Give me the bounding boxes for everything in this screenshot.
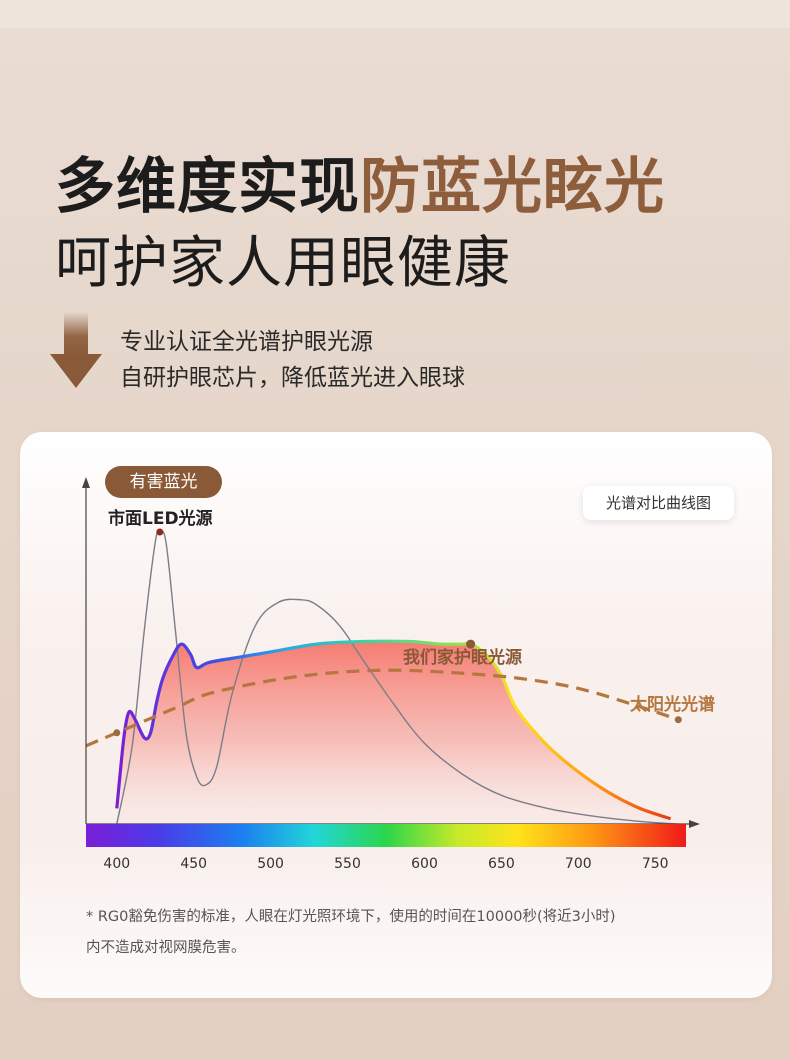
headline-line2: 呵护家人用眼健康 (55, 231, 511, 296)
x-tick-label: 700 (565, 856, 592, 872)
x-tick-label: 550 (334, 856, 361, 872)
y-axis-arrowhead (82, 477, 90, 488)
sun-series-label: 太阳光光谱 (630, 695, 715, 715)
chart-plot-area (85, 528, 682, 825)
headline-accent: 防蓝光眩光 (360, 152, 665, 222)
x-tick-label: 450 (180, 856, 207, 872)
chart-title-tag: 光谱对比曲线图 (583, 486, 734, 520)
ours-spectrum-area (116, 641, 671, 824)
x-tick-label: 600 (411, 856, 438, 872)
harmful-blue-light-badge: 有害蓝光 (105, 466, 222, 498)
headline-line1: 多维度实现防蓝光眩光 (55, 138, 665, 225)
x-tick-label: 750 (642, 856, 669, 872)
headline-plain: 多维度实现 (55, 152, 360, 222)
top-strip (0, 0, 790, 28)
sun-spectrum-dashed-line (85, 668, 679, 748)
ours-marker (466, 639, 476, 649)
footnote-line2: 内不造成对视网膜危害。 (86, 940, 246, 956)
ours-spectrum-line (115, 639, 672, 821)
subtext-line1: 专业认证全光谱护眼光源 (120, 329, 373, 355)
sun-marker (674, 716, 682, 724)
sun-marker (113, 729, 121, 737)
x-axis-arrowhead (689, 820, 700, 828)
subtext-line2: 自研护眼芯片，降低蓝光进入眼球 (120, 365, 465, 391)
x-tick-labels: 400 450 500 550 600 650 700 750 (103, 856, 668, 872)
x-tick-label: 650 (488, 856, 515, 872)
led-series-label: 市面LED光源 (108, 509, 213, 529)
ours-series-label: 我们家护眼光源 (403, 648, 522, 668)
spectrum-bar (86, 824, 686, 847)
led-peak-marker (156, 528, 164, 536)
footnote-line1: * RG0豁免伤害的标准，人眼在灯光照环境下，使用的时间在10000秒(将近3小… (86, 909, 616, 925)
x-tick-label: 400 (103, 856, 130, 872)
x-tick-label: 500 (257, 856, 284, 872)
arrow-down-icon (50, 312, 102, 388)
